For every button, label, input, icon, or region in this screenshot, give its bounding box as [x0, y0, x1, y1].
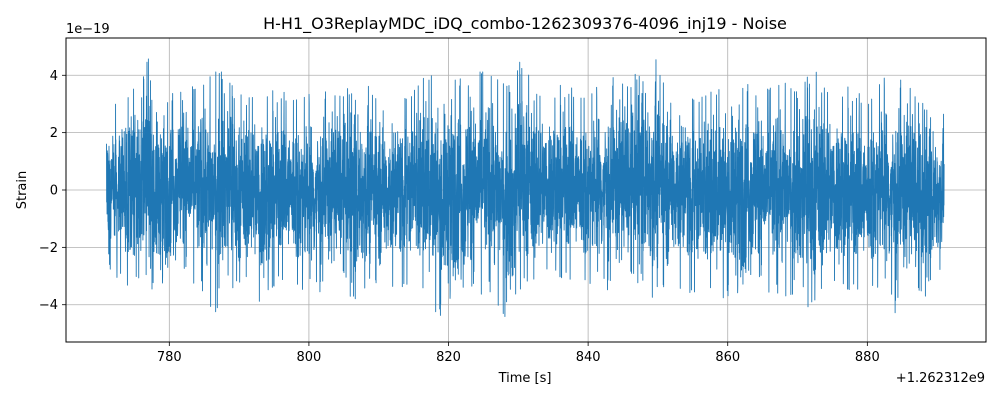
x-axis-label: Time [s]: [498, 371, 552, 386]
y-tick-label: 4: [50, 69, 58, 84]
x-tick-label: 800: [296, 350, 321, 365]
x-tick-label: 820: [436, 350, 461, 365]
x-tick-label: 780: [157, 350, 182, 365]
x-tick-label: 840: [576, 350, 601, 365]
x-offset-label: +1.262312e9: [896, 371, 985, 386]
y-tick-label: 0: [50, 184, 58, 199]
chart-title: H-H1_O3ReplayMDC_iDQ_combo-1262309376-40…: [263, 14, 787, 34]
y-axis-label: Strain: [15, 171, 30, 210]
y-exponent-label: 1e−19: [66, 22, 110, 37]
y-tick-label: 2: [50, 126, 58, 141]
x-tick-label: 860: [715, 350, 740, 365]
x-tick-label: 880: [855, 350, 880, 365]
series-layer: [106, 58, 945, 317]
strain-noise-line: [106, 58, 945, 317]
y-tick-label: −2: [39, 241, 58, 256]
y-tick-label: −4: [39, 298, 58, 313]
axis-ticks: 780 800 820 840 860 880 −4 −2 0 2 4: [39, 69, 880, 365]
